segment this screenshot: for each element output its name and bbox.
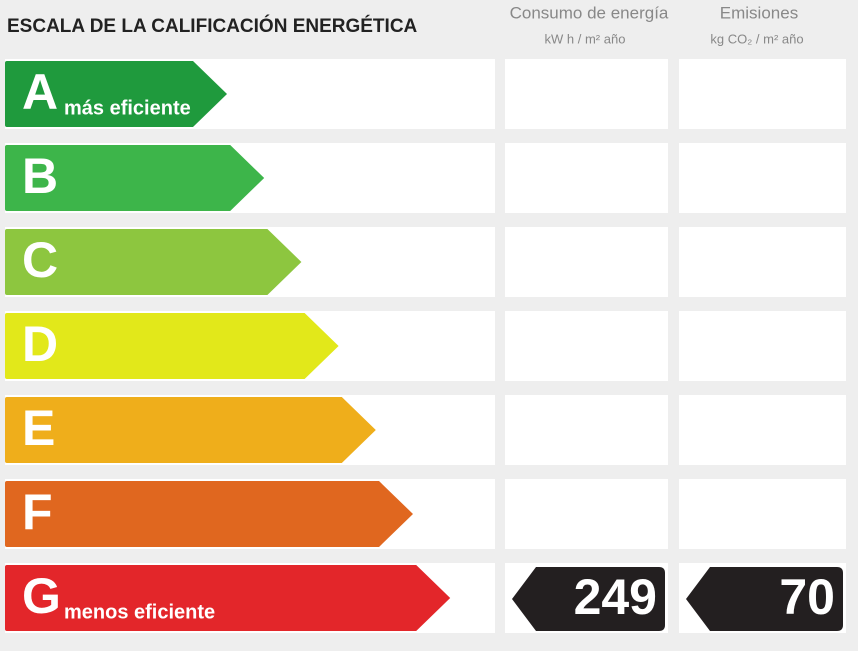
column-unit: kg CO₂ / m² año bbox=[710, 31, 803, 46]
rating-arrow bbox=[5, 61, 227, 127]
cell-background bbox=[679, 227, 846, 297]
rating-arrow bbox=[5, 565, 451, 631]
value-badge bbox=[512, 567, 665, 631]
title: ESCALA DE LA CALIFICACIÓN ENERGÉTICA bbox=[7, 15, 418, 37]
column-unit: kW h / m² año bbox=[545, 31, 626, 46]
rating-arrow bbox=[5, 313, 339, 379]
rating-letter: A bbox=[22, 64, 58, 120]
rating-letter: F bbox=[22, 484, 53, 540]
rating-letter: D bbox=[22, 316, 58, 372]
cell-background bbox=[505, 311, 668, 381]
cell-background bbox=[679, 59, 846, 129]
cell-background bbox=[679, 143, 846, 213]
cell-background bbox=[505, 479, 668, 549]
cell-background bbox=[679, 395, 846, 465]
rating-letter: E bbox=[22, 400, 55, 456]
cell-background bbox=[679, 311, 846, 381]
column-name: Emisiones bbox=[720, 3, 798, 22]
value: 70 bbox=[779, 569, 835, 625]
rating-arrow bbox=[5, 397, 376, 463]
rating-letter: B bbox=[22, 148, 58, 204]
column-name: Consumo de energía bbox=[510, 3, 669, 22]
rating-arrow bbox=[5, 229, 302, 295]
value: 249 bbox=[574, 569, 657, 625]
rating-letter: C bbox=[22, 232, 58, 288]
rating-letter: G bbox=[22, 568, 61, 624]
rating-label: menos eficiente bbox=[64, 601, 215, 623]
cell-background bbox=[679, 479, 846, 549]
cell-background bbox=[505, 395, 668, 465]
cell-background bbox=[505, 59, 668, 129]
rating-arrow bbox=[5, 145, 265, 211]
cell-background bbox=[505, 143, 668, 213]
value-badge bbox=[686, 567, 843, 631]
rating-label: más eficiente bbox=[64, 97, 191, 119]
rating-arrow bbox=[5, 481, 413, 547]
cell-background bbox=[505, 227, 668, 297]
